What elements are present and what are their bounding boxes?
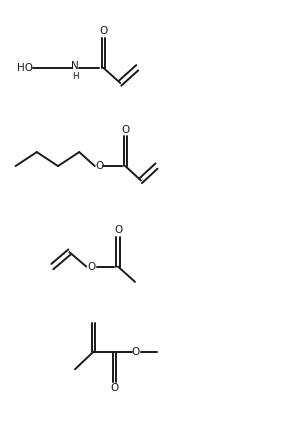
Text: O: O	[95, 161, 103, 171]
Text: HO: HO	[18, 63, 33, 73]
Text: O: O	[114, 225, 122, 235]
Text: O: O	[110, 383, 119, 393]
Text: O: O	[99, 27, 108, 36]
Text: O: O	[121, 125, 130, 135]
Text: N: N	[71, 61, 79, 71]
Text: H: H	[72, 72, 78, 81]
Text: O: O	[88, 262, 96, 271]
Text: O: O	[132, 347, 140, 357]
